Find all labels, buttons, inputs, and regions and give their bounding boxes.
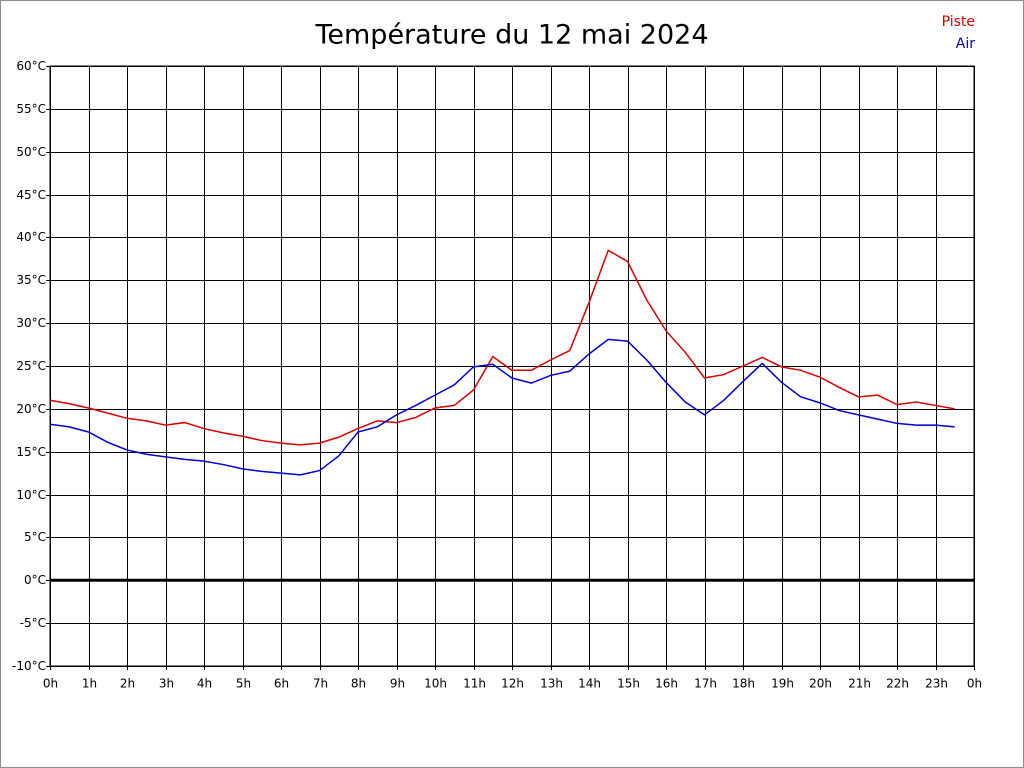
x-tick-label: 8h <box>351 677 366 691</box>
y-tick-label: -5°C <box>20 616 46 630</box>
x-tick-label: 16h <box>655 677 678 691</box>
y-tick-label: 55°C <box>16 102 46 116</box>
y-tick-label: 40°C <box>16 230 46 244</box>
x-tick-label: 1h <box>82 677 97 691</box>
x-tick-label: 7h <box>313 677 328 691</box>
y-tick-label: 15°C <box>16 445 46 459</box>
x-tick-label: 22h <box>886 677 909 691</box>
y-tick-label: 10°C <box>16 488 46 502</box>
y-tick-label: -10°C <box>12 659 46 673</box>
x-tick-label: 9h <box>390 677 405 691</box>
x-tick-label: 12h <box>501 677 524 691</box>
x-tick-label: 4h <box>197 677 212 691</box>
series-line <box>49 338 955 476</box>
chart-title: Température du 12 mai 2024 <box>314 20 708 51</box>
x-tick-label: 11h <box>463 677 486 691</box>
x-tick-label: 0h <box>967 677 982 691</box>
series-line <box>49 249 955 446</box>
x-tick-label: 3h <box>159 677 174 691</box>
x-tick-label: 2h <box>120 677 135 691</box>
x-tick-label: 20h <box>809 677 832 691</box>
x-tick-label: 21h <box>848 677 871 691</box>
x-tick-label: 17h <box>694 677 717 691</box>
y-tick-label: 45°C <box>16 188 46 202</box>
x-tick-label: 23h <box>925 677 948 691</box>
legend-label: Piste <box>942 14 975 30</box>
x-tick-label: 15h <box>617 677 640 691</box>
x-tick-label: 0h <box>43 677 58 691</box>
legend-label: Air <box>956 36 975 52</box>
y-tick-label: 50°C <box>16 145 46 159</box>
y-tick-label: 60°C <box>16 59 46 73</box>
x-tick-label: 5h <box>236 677 251 691</box>
y-tick-label: 25°C <box>16 359 46 373</box>
y-tick-label: 35°C <box>16 273 46 287</box>
y-tick-label: 0°C <box>24 573 46 587</box>
y-tick-label: 20°C <box>16 402 46 416</box>
x-tick-label: 6h <box>274 677 289 691</box>
x-tick-label: 10h <box>424 677 447 691</box>
y-tick-label: 30°C <box>16 316 46 330</box>
x-tick-label: 13h <box>540 677 563 691</box>
x-tick-label: 19h <box>771 677 794 691</box>
x-tick-label: 18h <box>732 677 755 691</box>
x-tick-label: 14h <box>578 677 601 691</box>
y-tick-label: 5°C <box>24 530 46 544</box>
